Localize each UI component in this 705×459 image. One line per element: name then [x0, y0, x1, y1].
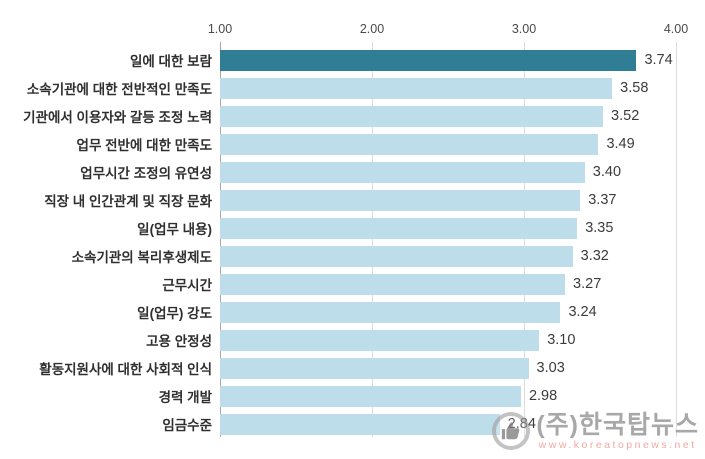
bar: [220, 413, 500, 435]
bar: [220, 161, 585, 183]
gridline: [372, 42, 373, 437]
bar: [220, 245, 573, 267]
value-label: 3.74: [644, 52, 673, 68]
bar-row: 활동지원사에 대한 사회적 인식 3.03: [0, 354, 705, 382]
bar: [220, 49, 637, 71]
bar: [220, 273, 566, 295]
bar: [220, 329, 540, 351]
category-label: 일(업무 내용): [137, 222, 212, 237]
bar-row: 임금수준 2.84: [0, 410, 705, 438]
bar: [220, 77, 613, 99]
bar-row: 근무시간 3.27: [0, 270, 705, 298]
watermark-url: www.koreatopnews.net: [538, 439, 697, 451]
value-label: 3.24: [568, 304, 597, 320]
value-label: 3.40: [592, 164, 622, 180]
bar-row: 일에 대한 보람 3.74: [0, 46, 705, 74]
category-label: 소속기관의 복리후생제도: [71, 250, 212, 265]
bar: [220, 301, 561, 323]
bar-row: 소속기관에 대한 전반적인 만족도 3.58: [0, 74, 705, 102]
bar-row: 일(업무) 강도 3.24: [0, 298, 705, 326]
category-label: 임금수준: [162, 418, 212, 433]
bar: [220, 357, 529, 379]
bar-row: 소속기관의 복리후생제도 3.32: [0, 242, 705, 270]
value-label: 3.49: [606, 136, 635, 152]
gridline: [524, 42, 525, 437]
bar-row: 직장 내 인간관계 및 직장 문화 3.37: [0, 186, 705, 214]
bar-row: 업무시간 조정의 유연성 3.40: [0, 158, 705, 186]
value-label: 3.37: [588, 192, 617, 208]
bar: [220, 385, 521, 407]
category-label: 직장 내 인간관계 및 직장 문화: [44, 194, 212, 209]
bar: [220, 189, 581, 211]
category-label: 근무시간: [162, 278, 212, 293]
value-label: 3.58: [620, 80, 649, 96]
value-label: 3.52: [611, 108, 640, 124]
value-label: 3.03: [536, 360, 565, 376]
category-label: 일에 대한 보람: [129, 54, 212, 69]
category-label: 경력 개발: [158, 390, 212, 405]
category-label: 업무시간 조정의 유연성: [80, 166, 212, 181]
value-label: 3.35: [585, 220, 614, 236]
axis-baseline: [220, 42, 221, 437]
x-axis-tick: 2.00: [359, 22, 385, 36]
bar: [220, 217, 578, 239]
x-axis-tick: 3.00: [511, 22, 537, 36]
gridline: [676, 42, 677, 437]
value-label: 3.27: [573, 276, 602, 292]
bar: [220, 105, 604, 127]
bar-row: 고용 안정성 3.10: [0, 326, 705, 354]
category-label: 일(업무) 강도: [137, 306, 212, 321]
value-label: 3.32: [580, 248, 609, 264]
bar-row: 경력 개발 2.98: [0, 382, 705, 410]
value-label: 2.98: [528, 388, 558, 404]
category-label: 기관에서 이용자와 갈등 조정 노력: [23, 110, 212, 125]
bar: [220, 133, 599, 155]
category-label: 활동지원사에 대한 사회적 인식: [39, 362, 212, 377]
bar-row: 일(업무 내용) 3.35: [0, 214, 705, 242]
category-label: 업무 전반에 대한 만족도: [76, 138, 212, 153]
x-axis-tick: 4.00: [663, 22, 689, 36]
x-axis-tick: 1.00: [207, 22, 233, 36]
category-label: 고용 안정성: [146, 334, 212, 349]
value-label: 3.10: [547, 332, 576, 348]
value-label: 2.84: [507, 416, 536, 432]
category-label: 소속기관에 대한 전반적인 만족도: [26, 82, 212, 97]
bar-row: 기관에서 이용자와 갈등 조정 노력 3.52: [0, 102, 705, 130]
bar-row: 업무 전반에 대한 만족도 3.49: [0, 130, 705, 158]
